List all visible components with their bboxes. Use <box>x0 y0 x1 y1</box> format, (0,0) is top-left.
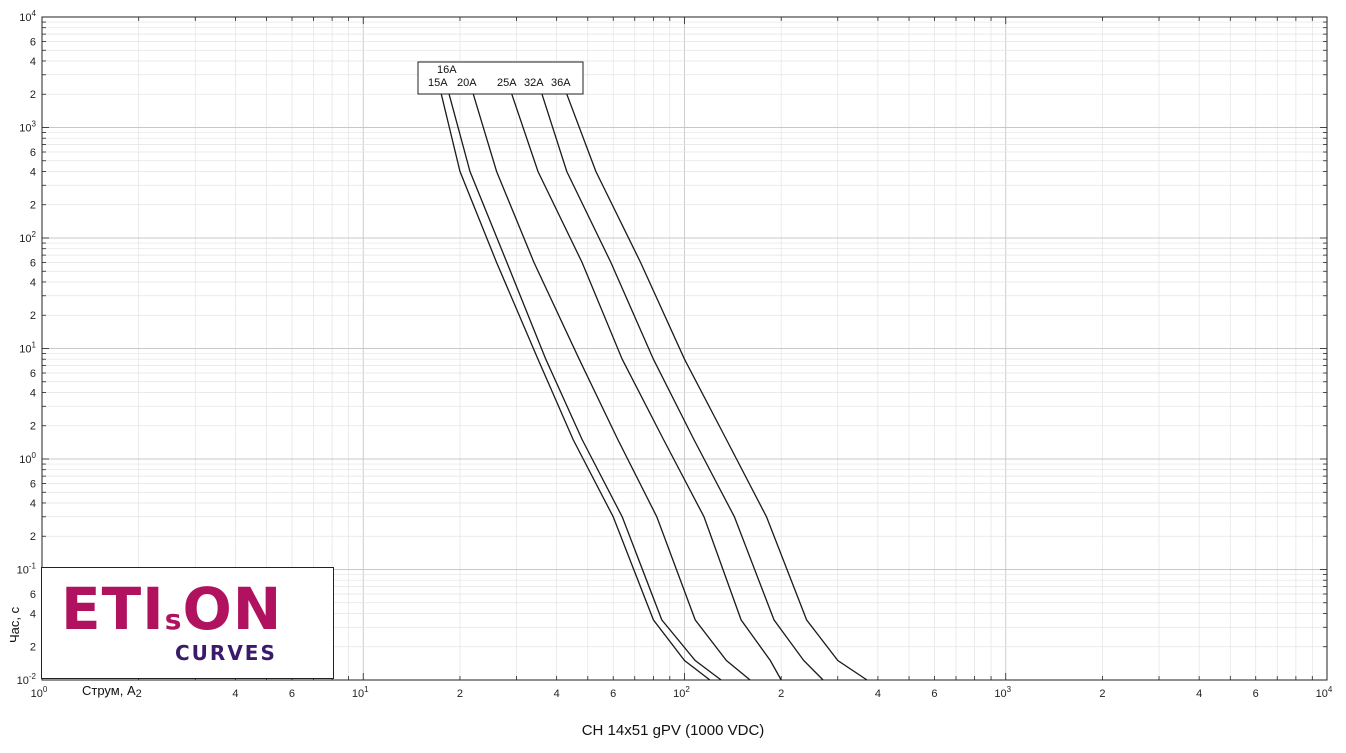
logo-wordmark-a: ETI <box>61 575 165 643</box>
chart-caption: CH 14x51 gPV (1000 VDC) <box>581 722 765 739</box>
legend-label-15a: 15A <box>428 77 448 89</box>
y-tick-label: 2 <box>30 531 36 543</box>
x-tick-label: 4 <box>875 688 881 700</box>
y-tick-label: 101 <box>19 341 36 356</box>
curve-20a <box>472 94 751 681</box>
y-tick-label: 2 <box>30 89 36 101</box>
y-tick-label: 4 <box>30 387 36 399</box>
logo: ETIsON CURVES <box>41 567 334 679</box>
y-tick-label: 4 <box>30 166 36 178</box>
x-tick-label: 4 <box>1196 688 1202 700</box>
y-tick-label: 10-2 <box>17 672 37 687</box>
y-tick-label: 103 <box>19 120 36 135</box>
x-tick-label: 2 <box>1099 688 1105 700</box>
curve-15a <box>440 94 711 681</box>
x-tick-label: 6 <box>289 688 295 700</box>
logo-wordmark-s: s <box>164 603 183 636</box>
y-tick-label: 6 <box>30 258 36 270</box>
y-tick-label: 4 <box>30 498 36 510</box>
y-tick-label: 2 <box>30 200 36 212</box>
x-tick-label: 104 <box>1316 685 1333 700</box>
grid <box>41 17 1327 681</box>
legend-box <box>417 61 584 95</box>
logo-subtitle: CURVES <box>175 641 277 665</box>
y-tick-label: 2 <box>30 310 36 322</box>
x-axis-label: Струм, А <box>82 683 136 698</box>
y-tick-label: 4 <box>30 608 36 620</box>
x-tick-label: 100 <box>31 685 48 700</box>
legend-label-25a: 25A <box>497 77 517 89</box>
logo-wordmark: ETIsON <box>61 580 282 649</box>
y-tick-labels: 10-2 2 4 6 10-1 2 4 6 100 2 4 6 101 2 4 6 102 2 4 6 103 2 4 6 10… <box>17 9 37 687</box>
y-tick-label: 2 <box>30 421 36 433</box>
curve-25a <box>511 93 782 681</box>
y-tick-label: 4 <box>30 56 36 68</box>
legend-label-20a: 20A <box>457 77 477 89</box>
curve-16a <box>448 94 722 681</box>
y-tick-label: 102 <box>19 230 36 245</box>
curve-32a <box>541 94 824 681</box>
y-tick-label: 100 <box>19 451 36 466</box>
x-tick-label: 2 <box>778 688 784 700</box>
y-tick-label: 6 <box>30 37 36 49</box>
x-tick-label: 6 <box>1253 688 1259 700</box>
x-tick-label: 102 <box>673 685 690 700</box>
logo-wordmark-b: ON <box>182 575 283 643</box>
y-tick-label: 6 <box>30 479 36 491</box>
x-tick-labels: 100 2 4 6 101 2 4 6 102 2 4 6 103 2 4 6 104 <box>31 685 1333 700</box>
x-tick-label: 4 <box>232 688 238 700</box>
curves <box>440 93 868 681</box>
legend-label-32a: 32A <box>524 77 544 89</box>
y-tick-label: 6 <box>30 147 36 159</box>
y-tick-label: 6 <box>30 368 36 380</box>
x-tick-label: 103 <box>994 685 1011 700</box>
x-tick-label: 4 <box>554 688 560 700</box>
legend-label-16a: 16A <box>437 64 457 76</box>
y-tick-label: 4 <box>30 277 36 289</box>
curve-36a <box>566 93 868 681</box>
y-tick-label: 10-1 <box>17 562 37 577</box>
legend-label-36a: 36A <box>551 77 571 89</box>
x-tick-label: 2 <box>136 688 142 700</box>
x-tick-label: 2 <box>457 688 463 700</box>
y-tick-label: 6 <box>30 589 36 601</box>
y-tick-label: 104 <box>19 9 36 24</box>
y-tick-label: 2 <box>30 642 36 654</box>
y-axis-label: Час, с <box>7 606 22 643</box>
x-tick-label: 6 <box>931 688 937 700</box>
x-tick-label: 101 <box>352 685 369 700</box>
x-tick-label: 6 <box>610 688 616 700</box>
